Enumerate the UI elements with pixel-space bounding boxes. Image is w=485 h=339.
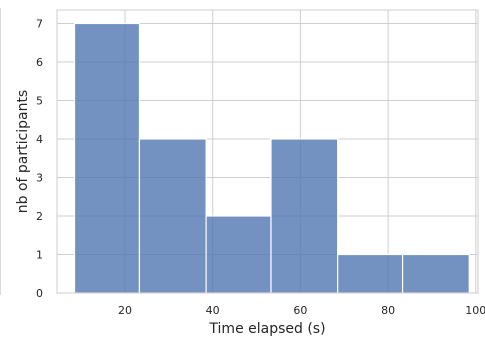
plot-frame xyxy=(56,9,479,294)
x-tick-label: 40 xyxy=(206,304,220,317)
y-tick-label: 7 xyxy=(36,17,43,30)
histogram-bars xyxy=(73,22,470,294)
y-tick-label: 0 xyxy=(36,287,43,300)
x-tick-label: 20 xyxy=(118,304,132,317)
x-tick-labels: 20 40 60 80 100 xyxy=(118,304,485,317)
y-axis-label: nb of participants xyxy=(15,90,31,213)
histogram-bar xyxy=(73,22,141,294)
x-tick-label: 100 xyxy=(465,304,485,317)
y-tick-label: 1 xyxy=(36,248,43,261)
left-border-line xyxy=(0,8,1,295)
histogram-bar xyxy=(337,253,404,294)
x-tick-label: 60 xyxy=(293,304,307,317)
y-tick-label: 6 xyxy=(36,56,43,69)
y-tick-label: 5 xyxy=(36,94,43,107)
y-tick-label: 2 xyxy=(36,210,43,223)
y-tick-label: 4 xyxy=(36,133,43,146)
x-tick-label: 80 xyxy=(381,304,395,317)
y-tick-label: 3 xyxy=(36,171,43,184)
histogram-bar xyxy=(205,215,272,294)
histogram-bar xyxy=(138,138,207,294)
histogram-bar xyxy=(270,138,339,294)
x-axis-label: Time elapsed (s) xyxy=(208,321,325,337)
histogram-bar xyxy=(401,253,470,294)
y-tick-labels: 0 1 2 3 4 5 6 7 xyxy=(36,17,43,300)
